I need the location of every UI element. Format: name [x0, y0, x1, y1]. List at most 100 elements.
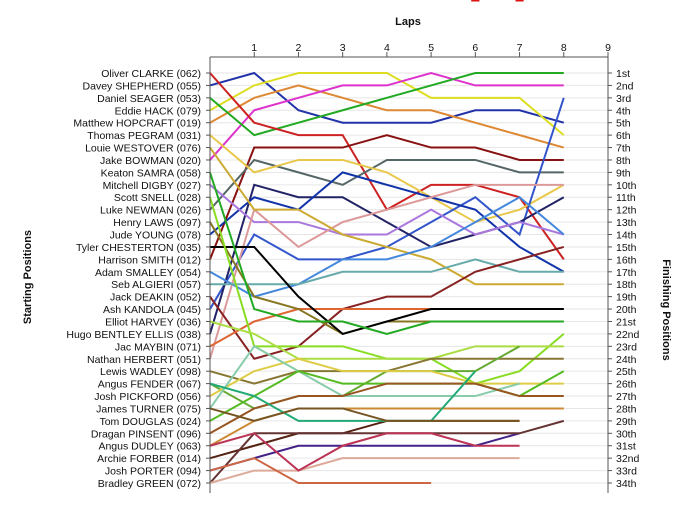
finishing-position-label: 29th [616, 416, 637, 428]
series-line-6 [209, 72, 565, 260]
finishing-position-label: 23rd [616, 341, 637, 353]
finishing-position-label: 5th [616, 118, 631, 130]
series-line-22 [209, 172, 564, 335]
finishing-position-label: 28th [616, 403, 637, 415]
finishing-position-label: 10th [616, 180, 637, 192]
x-axis-title: Laps [395, 16, 421, 28]
series-line-37 [209, 432, 520, 472]
series-line-24 [209, 320, 564, 360]
starting-position-label: Thomas PEGRAM (031) [87, 130, 201, 142]
starting-position-labels: Oliver CLARKE (062)Davey SHEPHERD (055)D… [66, 68, 201, 490]
series-line-34 [209, 419, 565, 484]
finishing-position-label: 27th [616, 391, 637, 403]
series-line-18 [209, 245, 565, 360]
series-line-15 [209, 146, 564, 286]
starting-position-label: Jack DEAKIN (052) [110, 292, 201, 304]
series-line-21 [210, 245, 564, 336]
x-tick-label: 6 [472, 42, 478, 54]
starting-position-label: Henry LAWS (097) [113, 217, 201, 229]
starting-position-label: Jake BOWMAN (020) [100, 155, 201, 167]
starting-position-label: Tyler CHESTERTON (035) [76, 242, 201, 254]
y-axis-title-left: Starting Positions [22, 230, 34, 324]
starting-position-label: Angus FENDER (067) [98, 379, 201, 391]
finishing-position-label: 1st [616, 68, 630, 80]
starting-position-label: Mitchell DIGBY (027) [103, 180, 201, 192]
starting-position-label: Bradley GREEN (072) [98, 478, 201, 490]
starting-position-label: Lewis WADLEY (098) [100, 366, 201, 378]
starting-position-label: Harrison SMITH (012) [98, 254, 201, 266]
finishing-position-label: 16th [616, 254, 637, 266]
finishing-position-label: 17th [616, 267, 637, 279]
finishing-position-label: 7th [616, 143, 631, 155]
x-tick-labels: 1 2 3 4 5 6 7 8 9 [251, 42, 611, 54]
series-line-1 [209, 71, 565, 124]
x-tick-label: 5 [428, 42, 434, 54]
finishing-position-label: 8th [616, 155, 631, 167]
starting-position-label: Daniel SEAGER (053) [97, 93, 201, 105]
series-line-19 [209, 308, 564, 348]
finishing-position-labels: 1st2nd3rd4th5th6th7th8th9th10th11th12th1… [616, 68, 640, 490]
x-tick-label: 2 [296, 42, 302, 54]
starting-position-label: Adam SMALLEY (054) [95, 267, 201, 279]
finishing-position-label: 34th [616, 478, 637, 490]
y-axis-title-right: Finishing Positions [660, 259, 672, 360]
series-line-7 [209, 134, 564, 260]
starting-position-label: Elliot HARVEY (036) [105, 316, 201, 328]
finishing-position-label: 26th [616, 379, 637, 391]
finishing-position-label: 33rd [616, 466, 637, 478]
starting-position-label: Tom DOUGLAS (024) [99, 416, 201, 428]
starting-position-label: James TURNER (075) [96, 403, 201, 415]
starting-position-label: Louie WESTOVER (076) [85, 143, 201, 155]
starting-position-label: Angus DUDLEY (063) [98, 441, 201, 453]
series-line-27 [209, 357, 564, 397]
starting-position-label: Dragan PINSENT (096) [91, 428, 201, 440]
series-line-9 [209, 134, 565, 224]
axes [206, 52, 612, 493]
series-line-16 [209, 196, 565, 298]
finishing-position-label: 32nd [616, 453, 640, 465]
x-tick-label: 1 [251, 42, 257, 54]
series-line-4 [209, 71, 564, 161]
series-line-10 [209, 97, 565, 310]
finishing-position-label: 6th [616, 130, 631, 142]
series-line-3 [209, 84, 565, 149]
finishing-position-label: 30th [616, 428, 637, 440]
x-tick-label: 4 [384, 42, 390, 54]
starting-position-label: Josh PICKFORD (056) [94, 391, 201, 403]
finishing-position-label: 25th [616, 366, 637, 378]
series-line-35 [209, 457, 520, 484]
finishing-position-label: 11th [616, 192, 636, 204]
finishing-position-label: 12th [616, 205, 637, 217]
starting-position-label: Eddie HACK (079) [115, 105, 201, 117]
starting-position-label: Josh PORTER (094) [105, 466, 201, 478]
finishing-position-label: 13th [616, 217, 637, 229]
series-line-33 [209, 432, 520, 472]
series-lines [209, 71, 565, 484]
finishing-position-label: 4th [616, 105, 631, 117]
starting-position-label: Luke NEWMAN (026) [100, 205, 201, 217]
starting-position-label: Nathan HERBERT (051) [87, 354, 201, 366]
finishing-position-label: 2nd [616, 80, 634, 92]
starting-position-label: Ash KANDOLA (045) [103, 304, 201, 316]
series-line-39 [209, 407, 520, 422]
finishing-position-label: 9th [616, 167, 631, 179]
starting-position-label: Oliver CLARKE (062) [101, 68, 201, 80]
finishing-position-label: 21st [616, 316, 636, 328]
starting-position-label: Matthew HOPCRAFT (019) [73, 118, 201, 130]
finishing-position-label: 22nd [616, 329, 640, 341]
series-line-36 [209, 457, 432, 484]
x-tick-label: 3 [340, 42, 346, 54]
series-line-28 [209, 345, 520, 410]
starting-position-label: Archie FORBER (014) [97, 453, 201, 465]
series-line-12 [209, 171, 565, 273]
finishing-position-label: 20th [616, 304, 637, 316]
x-tick-label: 8 [561, 42, 567, 54]
starting-position-label: Scott SNELL (028) [114, 192, 201, 204]
starting-position-label: Davey SHEPHERD (055) [83, 80, 201, 92]
finishing-position-label: 3rd [616, 93, 631, 105]
finishing-position-label: 31st [616, 441, 636, 453]
x-tick-label: 9 [605, 42, 611, 54]
starting-position-label: Hugo BENTLEY ELLIS (038) [66, 329, 201, 341]
finishing-position-label: 24th [616, 354, 637, 366]
